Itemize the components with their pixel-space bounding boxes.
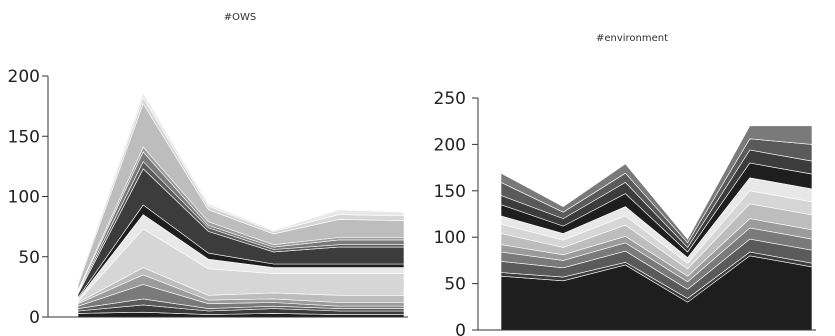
series-area-12 bbox=[500, 125, 813, 244]
chart-title: #environment bbox=[596, 33, 668, 44]
y-tick-label: 150 bbox=[434, 182, 466, 202]
series-area-16 bbox=[77, 92, 405, 283]
area-layers bbox=[77, 92, 405, 318]
y-tick-label: 250 bbox=[434, 89, 466, 109]
chart-environment-svg: #environment 0 50 100 150 200 250 bbox=[434, 33, 816, 336]
y-tick-label: 100 bbox=[8, 188, 40, 208]
y-tick-label: 50 bbox=[18, 248, 40, 268]
chart-environment: #environment 0 50 100 150 200 250 bbox=[420, 0, 835, 336]
y-tick-label: 0 bbox=[29, 308, 40, 328]
y-tick-label: 50 bbox=[444, 275, 466, 295]
y-tick-label: 0 bbox=[455, 321, 466, 336]
area-layers bbox=[500, 125, 813, 331]
y-tick-label: 100 bbox=[434, 228, 466, 248]
chart-ows-svg: #OWS 0 50 100 150 200 bbox=[8, 12, 408, 328]
y-tick-label: 150 bbox=[8, 127, 40, 147]
chart-ows: #OWS 0 50 100 150 200 bbox=[8, 12, 408, 328]
y-tick-label: 200 bbox=[8, 67, 40, 87]
chart-title: #OWS bbox=[224, 12, 257, 23]
y-tick-label: 200 bbox=[434, 135, 466, 155]
